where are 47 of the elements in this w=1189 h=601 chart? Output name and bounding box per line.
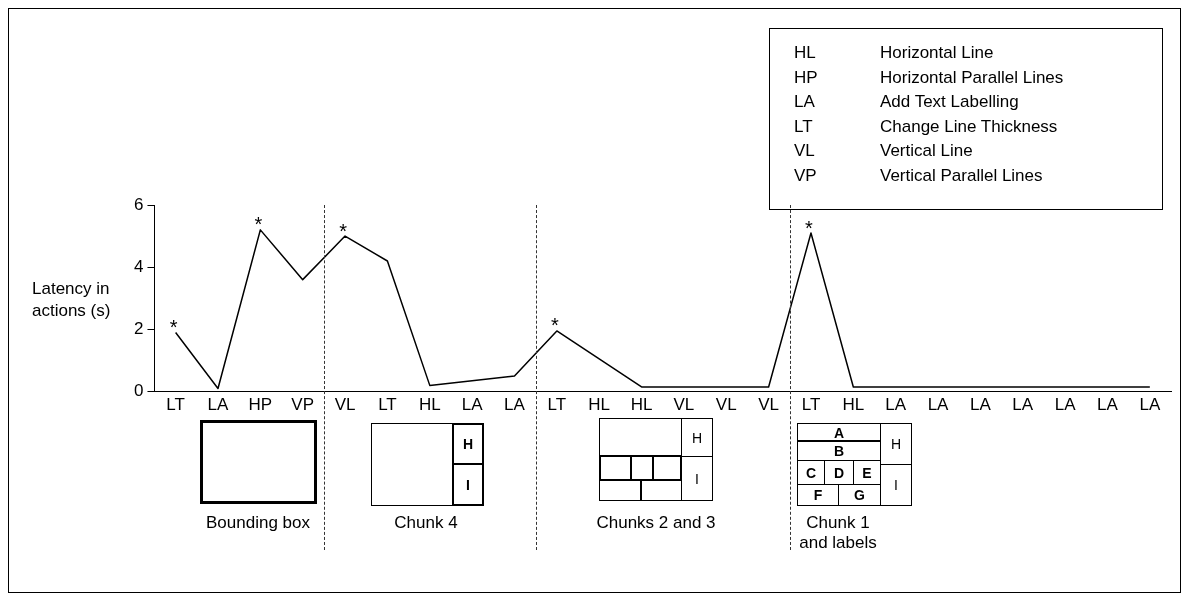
y-tick-label: 6 — [133, 194, 144, 214]
x-tick-label: LA — [504, 395, 526, 415]
x-tick-label: HL — [842, 395, 865, 415]
data-label: * — [339, 219, 348, 242]
data-label: * — [550, 314, 559, 337]
grid-diagram: A B C D E F G H I — [797, 423, 912, 506]
text: Bounding box — [206, 513, 310, 532]
grid-diagram: H I — [371, 423, 484, 506]
data-label: * — [805, 216, 814, 239]
x-tick-label: VL — [758, 395, 780, 415]
x-tick-label: VL — [673, 395, 695, 415]
y-axis-title: Latency in actions (s) — [32, 279, 111, 320]
y-tick-label: 4 — [133, 256, 144, 276]
data-label: * — [254, 213, 263, 236]
x-tick-label: LA — [885, 395, 907, 415]
x-tick-label: LA — [1054, 395, 1077, 415]
x-tick-label: LA — [207, 395, 230, 415]
text: LT Change Line Thickness — [794, 116, 1058, 136]
x-tick-label: LA — [461, 395, 484, 415]
x-tick-label: LT — [378, 395, 397, 415]
x-tick-label: VL — [715, 395, 737, 415]
text: LA Add Text Labelling — [794, 92, 1019, 111]
x-tick-label: HL — [418, 395, 441, 415]
x-tick-label: LA — [1139, 395, 1161, 415]
text: Chunks 2 and 3 — [596, 513, 716, 532]
x-tick-label: HL — [630, 395, 653, 415]
text: HP Horizontal Parallel Lines — [794, 67, 1064, 87]
text: Chunk 1 and labels — [799, 513, 877, 552]
text: VP Vertical Parallel Lines — [794, 165, 1043, 185]
x-tick-label: HL — [588, 395, 611, 415]
x-tick-label: VP — [291, 395, 315, 415]
x-tick-label: LA — [1097, 395, 1119, 415]
data-label: * — [169, 316, 178, 339]
x-tick-label: VL — [334, 395, 356, 415]
x-tick-label: LA — [927, 395, 950, 415]
grid-diagram: H I — [599, 418, 713, 501]
x-tick-label: LA — [970, 395, 992, 415]
text: VL Vertical Line — [794, 141, 973, 160]
x-tick-label: LT — [166, 395, 185, 415]
x-tick-label: LT — [547, 395, 567, 415]
text: HL Horizontal Line — [794, 43, 994, 62]
text: Chunk 4 — [394, 513, 458, 532]
y-tick-label: 0 — [133, 381, 144, 401]
x-tick-label: HP — [248, 395, 273, 415]
x-tick-label: LT — [801, 395, 821, 415]
x-tick-label: LA — [1012, 395, 1034, 415]
y-tick-label: 2 — [133, 319, 144, 339]
